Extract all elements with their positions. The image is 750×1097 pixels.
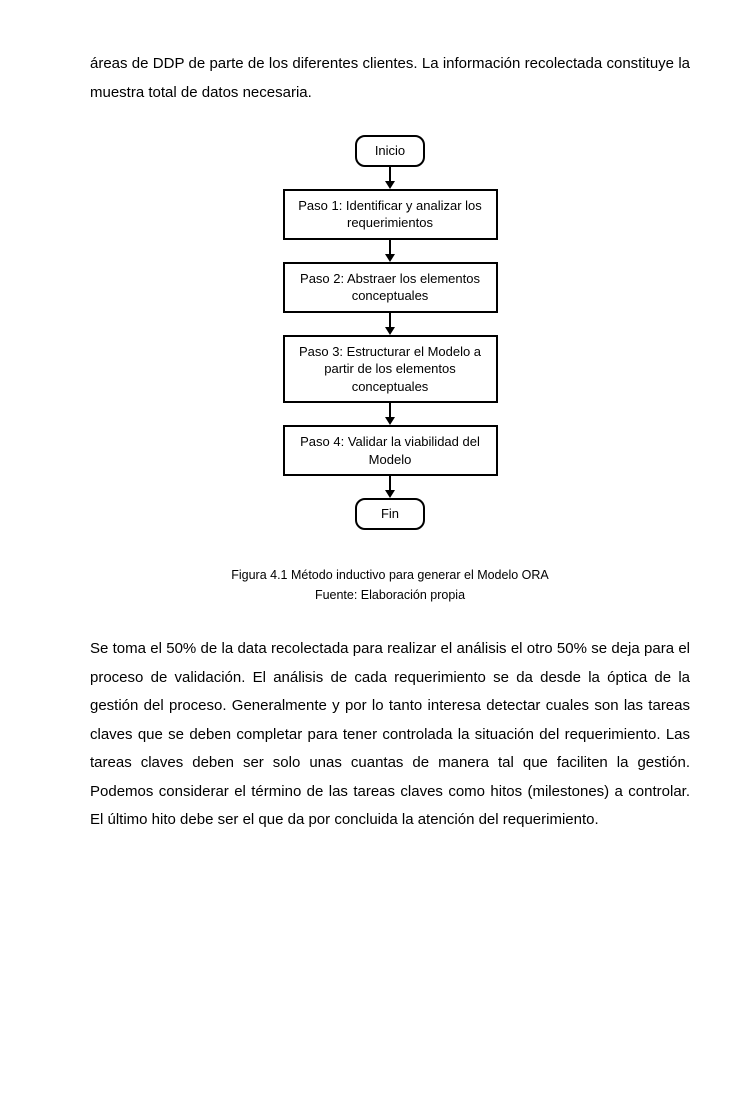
- figure-caption: Figura 4.1 Método inductivo para generar…: [90, 565, 690, 605]
- flowchart-arrow: [385, 167, 395, 189]
- flowchart-arrow: [385, 240, 395, 262]
- flowchart-step-3: Paso 3: Estructurar el Modelo a partir d…: [283, 335, 498, 404]
- flowchart-start-node: Inicio: [355, 135, 425, 167]
- flowchart-step-4: Paso 4: Validar la viabilidad del Modelo: [283, 425, 498, 476]
- body-paragraph: Se toma el 50% de la data recolectada pa…: [90, 635, 690, 835]
- flowchart-arrow: [385, 403, 395, 425]
- flowchart-container: Inicio Paso 1: Identificar y analizar lo…: [90, 135, 690, 530]
- flowchart-step-1: Paso 1: Identificar y analizar los reque…: [283, 189, 498, 240]
- flowchart-arrow: [385, 476, 395, 498]
- caption-source: Fuente: Elaboración propia: [90, 585, 690, 605]
- flowchart-arrow: [385, 313, 395, 335]
- intro-paragraph: áreas de DDP de parte de los diferentes …: [90, 50, 690, 107]
- flowchart-end-node: Fin: [355, 498, 425, 530]
- caption-title: Figura 4.1 Método inductivo para generar…: [90, 565, 690, 585]
- flowchart-step-2: Paso 2: Abstraer los elementos conceptua…: [283, 262, 498, 313]
